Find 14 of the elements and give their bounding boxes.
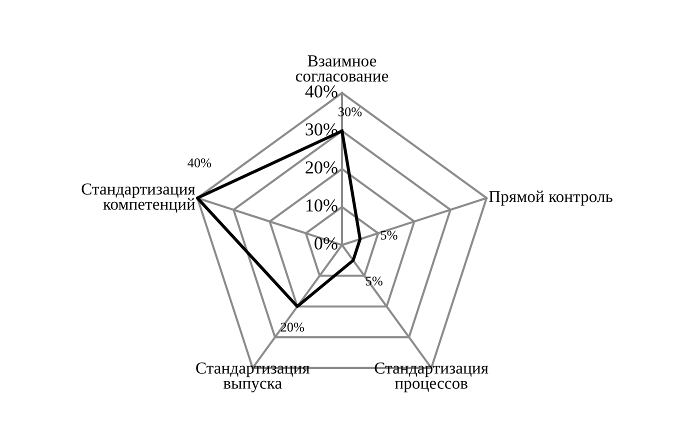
data-label: 20% [280,322,304,332]
y-tick-label: 40% [305,85,338,98]
y-tick-label: 20% [306,161,338,174]
data-label: 5% [366,276,382,286]
spoke-label: Стандартизация процессов [374,362,488,392]
spoke-label: Прямой контроль [489,190,612,206]
data-label: 40% [188,158,212,168]
y-tick-label: 10% [306,199,338,212]
data-label: 30% [338,107,362,116]
spoke-label: Взаимное согласование [296,55,388,82]
data-label: 5% [380,230,398,240]
spoke-label: Стандартизация выпуска [196,362,310,392]
spoke-label: Стандартизация компетенций [82,183,196,213]
y-tick-label: 0% [314,237,338,250]
